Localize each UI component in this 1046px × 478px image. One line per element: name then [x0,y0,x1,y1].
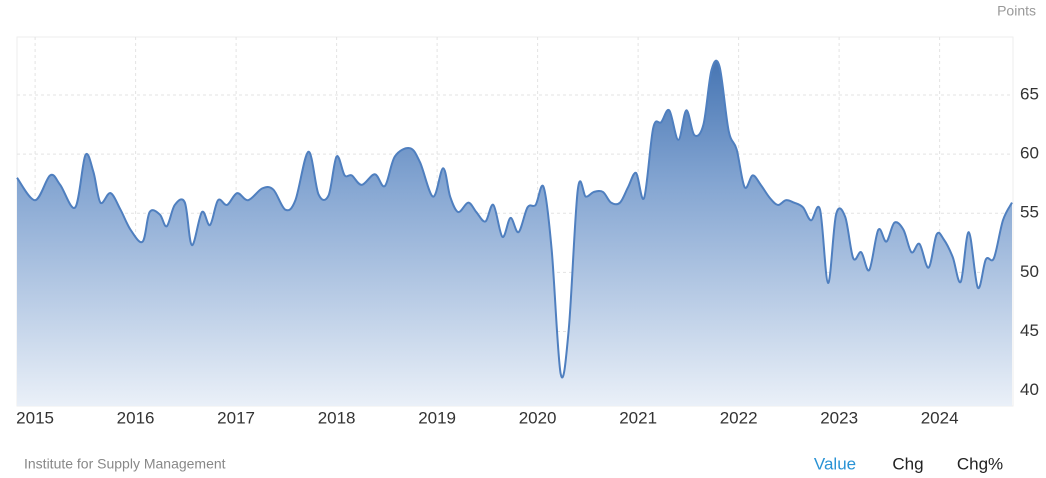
x-tick-label: 2018 [318,408,356,427]
source: Institute for Supply Management [24,456,226,472]
button[interactable]: Chg [892,454,923,473]
y-tick-label: 55 [1020,203,1039,222]
y-tick-label: 60 [1020,144,1039,163]
button[interactable]: Chg% [957,454,1003,473]
area-fill [17,60,1012,406]
button[interactable]: Value [814,454,856,473]
x-tick-label: 2015 [16,408,54,427]
x-tick-label: 2023 [820,408,858,427]
y-tick-label: 65 [1020,84,1039,103]
y-tick-label: 50 [1020,262,1039,281]
x-tick-label: 2019 [418,408,456,427]
x-tick-label: 2016 [117,408,155,427]
x-tick-label: 2022 [720,408,758,427]
y-tick-label: 40 [1020,380,1039,399]
x-tick-label: 2020 [519,408,557,427]
line [16,59,1013,379]
y-tick-label: 45 [1020,321,1039,340]
y-axis-label: Points [997,3,1036,19]
x-tick-label: 2024 [921,408,959,427]
x-tick-label: 2021 [619,408,657,427]
x-tick-label: 2017 [217,408,255,427]
